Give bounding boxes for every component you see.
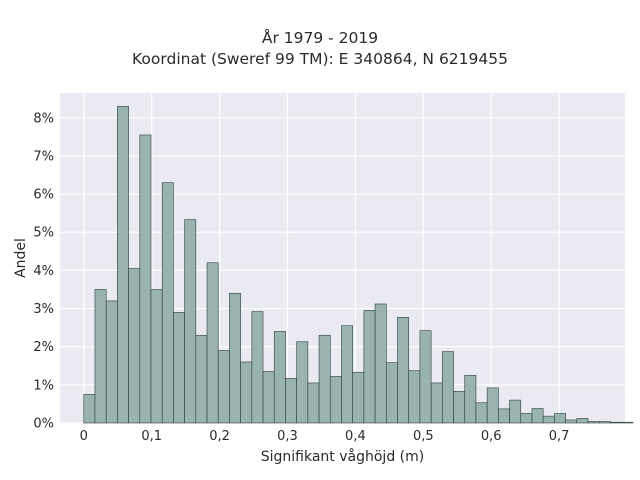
histogram-bar (262, 371, 275, 424)
histogram-bar (318, 334, 331, 424)
histogram-bar (161, 182, 174, 424)
histogram-bar (408, 370, 421, 424)
y-axis-label: Andel (13, 238, 29, 278)
x-tick-label: 0 (80, 429, 88, 444)
histogram-bar (240, 361, 253, 424)
histogram-bar (105, 300, 118, 424)
y-tick-label: 0% (33, 417, 54, 432)
grid-lines (60, 93, 625, 424)
y-tick-label: 8% (33, 111, 54, 126)
y-tick-label: 3% (33, 302, 54, 317)
histogram-bar (374, 303, 387, 424)
x-axis-label: Signifikant våghöjd (m) (261, 448, 424, 465)
histogram-bar (139, 134, 152, 424)
histogram-bar (397, 317, 410, 424)
x-tick-label: 0,6 (481, 429, 502, 444)
x-tick-label: 0,7 (549, 429, 570, 444)
histogram-bar (386, 362, 398, 424)
histogram-bar (206, 262, 219, 424)
histogram-bar (531, 408, 544, 424)
histogram-bar (498, 408, 510, 424)
histogram-bar (442, 351, 454, 424)
histogram-bar (217, 350, 230, 424)
histogram-bar (195, 334, 208, 424)
histogram-bar (352, 371, 365, 424)
histogram-bar (285, 378, 297, 424)
y-tick-label: 5% (33, 226, 54, 241)
y-tick-label: 7% (33, 149, 54, 164)
x-tick-labels: 0 0,1 0,2 0,3 0,4 0,5 0,6 0,7 (80, 429, 570, 444)
x-tick-label: 0,3 (277, 429, 298, 444)
chart-title-line-2: Koordinat (Sweref 99 TM): E 340864, N 62… (132, 50, 508, 68)
histogram-bar (273, 331, 286, 424)
y-tick-label: 4% (33, 264, 54, 279)
x-tick-label: 0,2 (209, 429, 230, 444)
histogram-bar (117, 106, 129, 424)
histogram-bar (542, 415, 555, 424)
histogram-bar (229, 292, 241, 424)
y-tick-label: 6% (33, 188, 54, 203)
histogram-bar (509, 399, 522, 424)
histogram-bar (486, 387, 499, 424)
histogram-bar (329, 376, 342, 424)
histogram-bar (184, 219, 197, 424)
x-tick-label: 0,4 (345, 429, 366, 444)
histogram-bar (83, 394, 96, 424)
histogram-bar (621, 421, 634, 424)
histogram-bar (554, 413, 566, 424)
histogram-bar (610, 421, 622, 424)
histogram-bar (128, 268, 141, 424)
histogram-bar (587, 421, 600, 424)
histogram-bar (430, 382, 443, 424)
histogram-bar (464, 375, 477, 424)
histogram-bar (475, 402, 488, 424)
x-tick-label: 0,5 (413, 429, 434, 444)
histogram-bar (251, 311, 264, 424)
histogram-bar (363, 310, 376, 424)
histogram-bar (576, 418, 589, 424)
y-tick-label: 1% (33, 378, 54, 393)
y-tick-label: 2% (33, 340, 54, 355)
x-tick-label: 0,1 (141, 429, 162, 444)
histogram-bar (94, 289, 107, 424)
y-tick-labels: 0% 1% 2% 3% 4% 5% 6% 7% 8% (33, 111, 54, 431)
histogram-bar (419, 330, 432, 424)
bars (83, 106, 634, 424)
histogram-bar (453, 391, 466, 424)
histogram-bar (598, 421, 611, 424)
histogram-bar (296, 341, 309, 424)
chart-title-line-1: År 1979 - 2019 (261, 29, 379, 47)
histogram-bar (341, 325, 353, 424)
histogram-bar (520, 413, 533, 424)
histogram-bar (150, 289, 163, 424)
chart-title: År 1979 - 2019 Koordinat (Sweref 99 TM):… (0, 28, 640, 70)
histogram-bar (307, 382, 320, 424)
histogram-bar (173, 312, 185, 424)
histogram-bar (565, 419, 578, 424)
